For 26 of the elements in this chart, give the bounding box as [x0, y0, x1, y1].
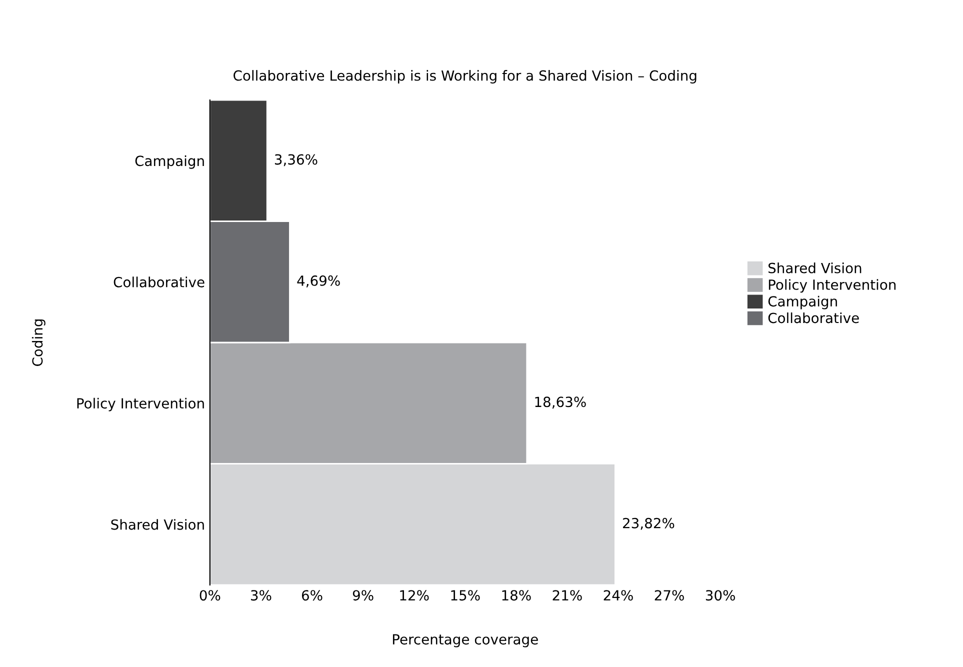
- legend-label: Policy Intervention: [768, 279, 896, 293]
- data-label: 18,63%: [535, 396, 586, 409]
- data-label: 4,69%: [297, 275, 340, 288]
- y-tick-label: Shared Vision: [111, 519, 204, 530]
- x-tick-label: 9%: [352, 590, 374, 601]
- legend-label: Campaign: [768, 296, 837, 310]
- x-tick-label: 24%: [604, 590, 633, 601]
- x-tick-label: 3%: [251, 590, 272, 601]
- y-tick-label: Campaign: [135, 155, 204, 169]
- chart-title: Collaborative Leadership is is Working for a Shared Vision – Coding: [234, 70, 696, 84]
- legend-label: Shared Vision: [768, 262, 862, 274]
- x-tick-label: 27%: [654, 590, 684, 601]
- x-axis-title: Percentage coverage: [392, 634, 538, 648]
- data-label: 3,36%: [274, 154, 318, 166]
- legend-label: Collaborative: [768, 312, 859, 324]
- y-axis-title: Coding: [32, 320, 46, 366]
- x-tick-label: 18%: [502, 590, 531, 601]
- x-tick-label: 30%: [706, 590, 735, 601]
- x-tick-label: 21%: [552, 590, 582, 601]
- x-tick-label: 0%: [200, 590, 220, 601]
- data-label: 23,82%: [623, 518, 674, 530]
- x-tick-label: 12%: [400, 590, 429, 601]
- y-tick-label: Policy Intervention: [77, 398, 204, 412]
- x-tick-label: 15%: [451, 590, 480, 601]
- x-tick-label: 6%: [302, 590, 322, 601]
- y-tick-label: Collaborative: [114, 276, 204, 288]
